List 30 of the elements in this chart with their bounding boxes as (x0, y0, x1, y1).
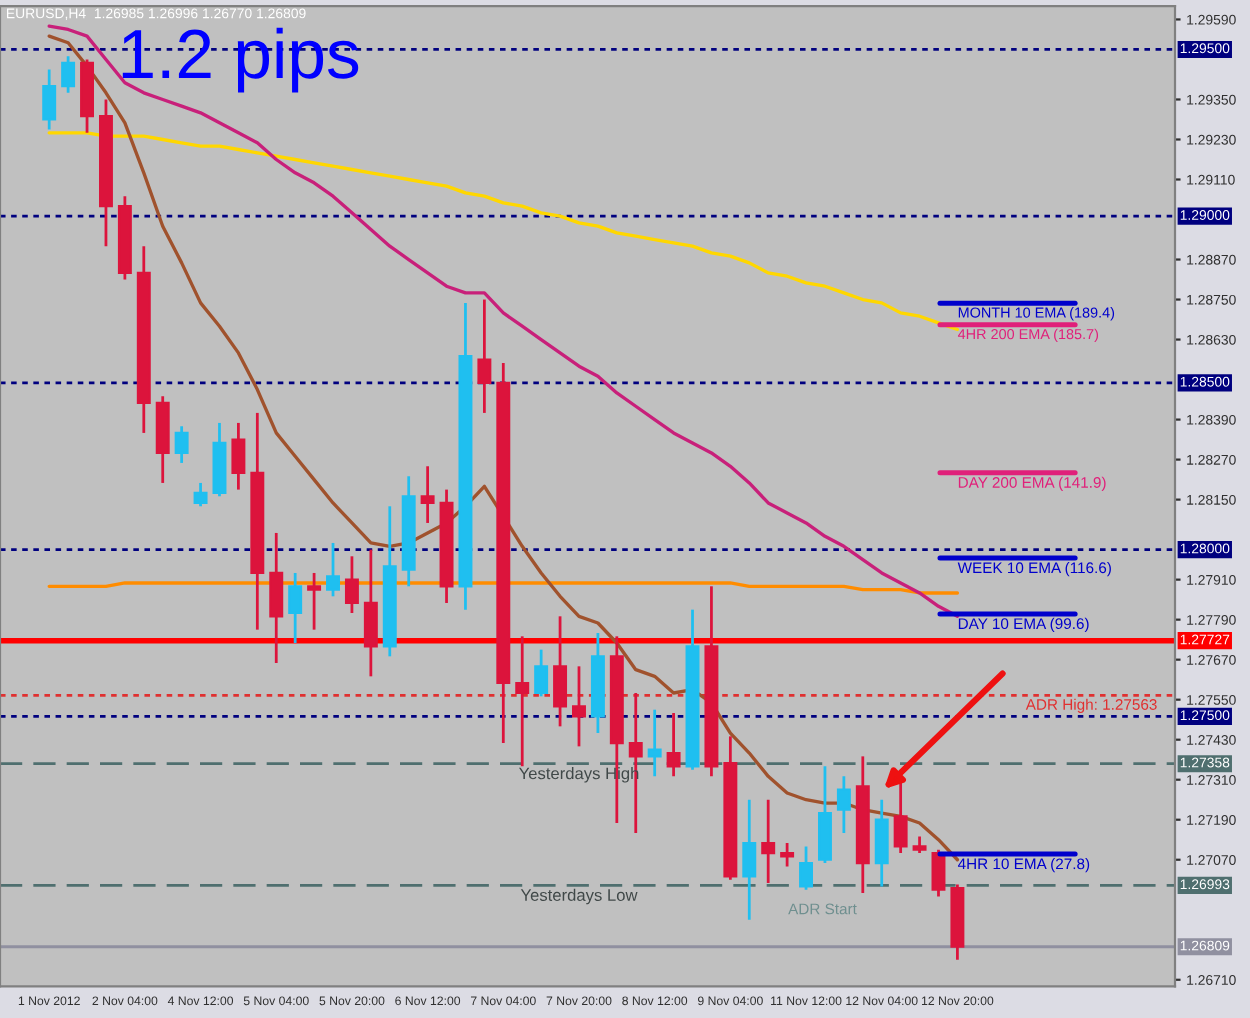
candlestick (193, 481, 208, 508)
candlestick (553, 614, 568, 728)
candlestick (742, 798, 757, 922)
candlestick (307, 571, 322, 632)
candlestick (61, 54, 76, 95)
candlestick (174, 424, 189, 465)
line-series (47, 24, 960, 618)
candlestick (269, 531, 284, 665)
candlestick (817, 764, 832, 865)
annotation: 1.2 pips (122, 27, 359, 93)
candlestick (799, 845, 814, 892)
candlestick (515, 634, 530, 768)
candlestick (666, 711, 681, 778)
candlestick (477, 298, 492, 415)
candlestick (647, 708, 662, 778)
candlestick (344, 554, 359, 615)
candlestick (761, 798, 776, 885)
candlestick (326, 541, 340, 598)
candlestick (420, 464, 435, 525)
annotation: Yesterdays Low (520, 888, 638, 905)
candlestick (288, 571, 303, 645)
candlestick (42, 68, 57, 131)
candlestick (780, 841, 795, 868)
line-series (47, 131, 960, 332)
candlestick (874, 798, 889, 888)
candlestick (231, 421, 246, 491)
candlestick (572, 664, 586, 748)
candlestick (363, 548, 378, 678)
candlestick (836, 774, 851, 835)
candlestick (534, 648, 549, 698)
